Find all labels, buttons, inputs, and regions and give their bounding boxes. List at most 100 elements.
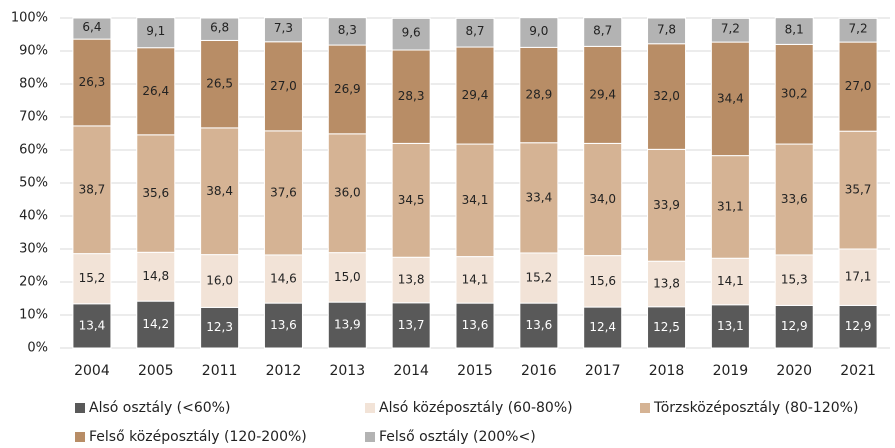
value-label: 15,2	[525, 271, 552, 285]
value-label: 34,1	[462, 193, 489, 207]
x-tick-label: 2019	[713, 363, 749, 379]
bar-segment	[647, 260, 687, 308]
value-label: 12,5	[653, 320, 680, 334]
bar-segment	[263, 130, 303, 256]
bar-segment	[774, 254, 814, 306]
x-tick-label: 2014	[393, 363, 429, 379]
value-label: 33,9	[653, 198, 680, 212]
bar-segment	[263, 302, 303, 349]
y-tick-label: 0%	[27, 341, 48, 356]
x-tick-label: 2012	[266, 363, 302, 379]
bar-segment	[263, 254, 303, 304]
value-label: 13,4	[79, 318, 106, 332]
value-label: 32,0	[653, 89, 680, 103]
legend-label: Felső középosztály (120-200%)	[89, 429, 307, 445]
bar-segment	[327, 133, 367, 254]
value-label: 26,9	[334, 82, 361, 96]
value-label: 15,3	[781, 273, 808, 287]
value-label: 26,4	[142, 84, 169, 98]
bar-segment	[519, 302, 559, 349]
value-label: 34,4	[717, 91, 744, 105]
value-label: 12,9	[781, 319, 808, 333]
bar-segment	[136, 300, 176, 349]
value-label: 13,7	[398, 318, 425, 332]
bar-segment	[200, 254, 240, 308]
value-label: 6,8	[210, 21, 229, 35]
bar-segment	[774, 17, 814, 45]
legend-label: Alsó osztály (<60%)	[89, 400, 230, 416]
value-label: 15,2	[79, 271, 106, 285]
bar-segment	[838, 248, 878, 306]
value-label: 38,7	[79, 182, 106, 196]
bar-segment	[136, 134, 176, 253]
value-label: 13,8	[398, 273, 425, 287]
bar-segment	[647, 148, 687, 262]
value-label: 14,6	[270, 272, 297, 286]
value-label: 33,4	[525, 190, 552, 204]
bar-segment	[838, 41, 878, 132]
y-tick-label: 70%	[19, 110, 48, 125]
legend-swatch	[365, 403, 375, 413]
legend-swatch	[75, 432, 85, 442]
bar-segment	[391, 49, 431, 144]
bar-segment	[519, 252, 559, 304]
value-label: 37,6	[270, 185, 297, 199]
value-label: 38,4	[206, 184, 233, 198]
y-tick-label: 40%	[19, 209, 48, 224]
value-label: 27,0	[270, 79, 297, 93]
bar-segment	[583, 142, 623, 257]
bar-segment	[200, 17, 240, 41]
value-label: 9,0	[529, 24, 548, 38]
value-label: 28,9	[525, 88, 552, 102]
value-label: 13,1	[717, 319, 744, 333]
bar-segment	[838, 304, 878, 349]
value-label: 15,6	[589, 274, 616, 288]
y-tick-label: 80%	[19, 77, 48, 92]
legend-label: Alsó középosztály (60-80%)	[379, 400, 573, 416]
value-label: 15,0	[334, 270, 361, 284]
x-tick-label: 2015	[457, 363, 493, 379]
bar-segment	[710, 257, 750, 306]
bar-segment	[710, 41, 750, 157]
value-label: 35,7	[845, 183, 872, 197]
value-label: 8,7	[465, 24, 484, 38]
bar-segment	[838, 130, 878, 250]
bar-segment	[72, 125, 112, 255]
value-label: 12,9	[845, 319, 872, 333]
y-tick-label: 20%	[19, 275, 48, 290]
y-tick-label: 10%	[19, 308, 48, 323]
bar-segment	[647, 306, 687, 349]
value-label: 33,6	[781, 192, 808, 206]
value-label: 9,1	[146, 24, 165, 38]
bar-segment	[647, 17, 687, 45]
bar-segment	[200, 127, 240, 256]
value-label: 8,7	[593, 24, 612, 38]
bar-segment	[519, 17, 559, 48]
value-label: 29,4	[462, 88, 489, 102]
bar-segment	[72, 17, 112, 40]
legend-swatch	[75, 403, 85, 413]
bar-segment	[583, 45, 623, 144]
bar-segment	[391, 302, 431, 349]
bar-segment	[72, 253, 112, 305]
x-tick-label: 2020	[776, 363, 812, 379]
bar-segment	[327, 17, 367, 46]
bar-segment	[455, 46, 495, 145]
x-tick-label: 2004	[74, 363, 110, 379]
value-label: 27,0	[845, 79, 872, 93]
value-label: 16,0	[206, 274, 233, 288]
x-tick-label: 2021	[840, 363, 876, 379]
bar-segment	[519, 142, 559, 254]
bar-segment	[391, 17, 431, 51]
bar-segment	[583, 306, 623, 349]
value-label: 34,5	[398, 193, 425, 207]
bar-segment	[72, 303, 112, 349]
value-label: 14,1	[462, 272, 489, 286]
value-label: 28,3	[398, 89, 425, 103]
bar-segment	[72, 38, 112, 127]
bar-segment	[455, 256, 495, 304]
value-label: 36,0	[334, 186, 361, 200]
value-label: 6,4	[82, 20, 101, 34]
y-tick-label: 30%	[19, 242, 48, 257]
